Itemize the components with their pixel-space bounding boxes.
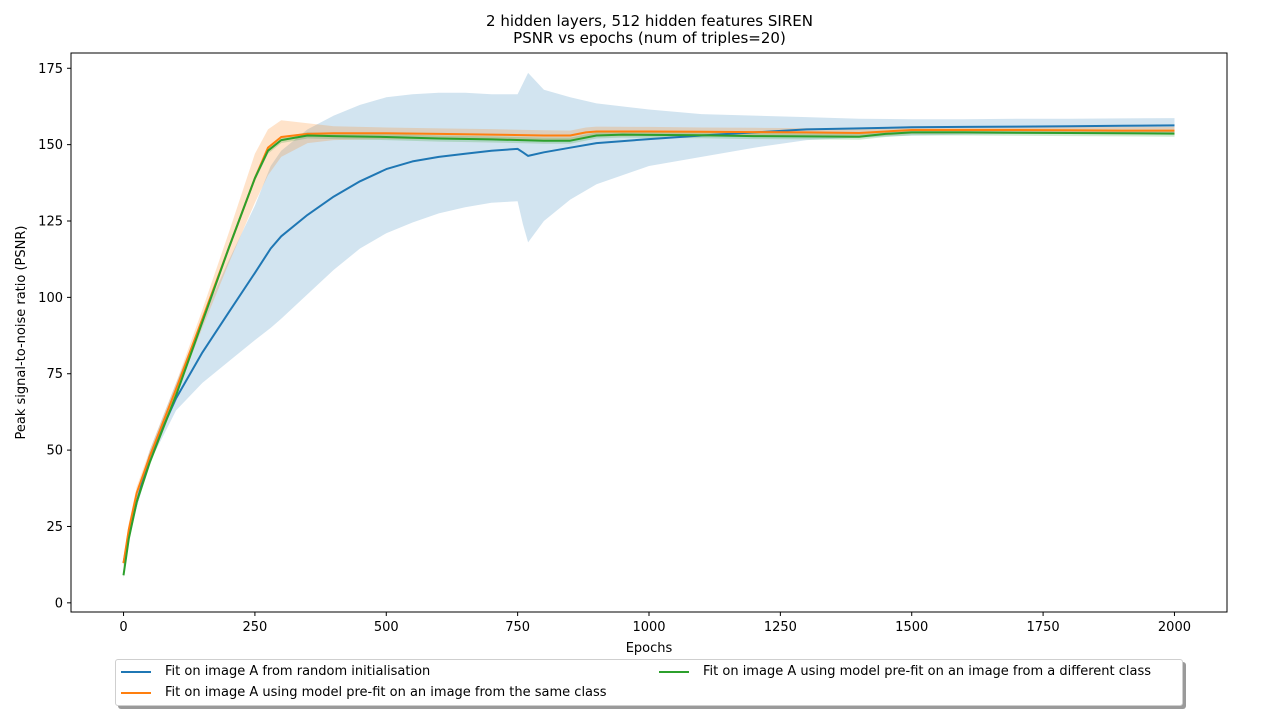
legend-swatch-random <box>121 670 151 673</box>
x-tick-label: 1000 <box>632 620 665 635</box>
x-tick-label: 750 <box>505 620 530 635</box>
x-tick-label: 500 <box>374 620 399 635</box>
legend-swatch-different-class <box>659 670 689 673</box>
x-tick-label: 1500 <box>895 620 928 635</box>
series-1-band <box>123 72 1175 567</box>
y-tick-label: 175 <box>38 62 63 77</box>
y-tick-label: 100 <box>38 291 63 306</box>
x-tick-label: 1250 <box>764 620 797 635</box>
legend-label: Fit on image A using model pre-fit on an… <box>165 685 607 700</box>
chart-subtitle: PSNR vs epochs (num of triples=20) <box>513 29 786 47</box>
legend-item: Fit on image A using model pre-fit on an… <box>116 685 607 700</box>
legend: Fit on image A from random initialisatio… <box>115 659 1183 706</box>
legend-label: Fit on image A from random initialisatio… <box>165 664 431 679</box>
y-tick-label: 75 <box>46 367 63 382</box>
y-axis-label: Peak signal-to-noise ratio (PSNR) <box>14 226 29 440</box>
legend-swatch-same-class <box>121 691 151 694</box>
y-tick-label: 125 <box>38 215 63 230</box>
series-3-line <box>122 131 1175 576</box>
legend-item: Fit on image A from random initialisatio… <box>116 664 430 679</box>
legend-item: Fit on image A using model pre-fit on an… <box>654 664 1151 679</box>
series-2-line <box>122 129 1175 564</box>
chart-title: 2 hidden layers, 512 hidden features SIR… <box>486 12 813 30</box>
legend-label: Fit on image A using model pre-fit on an… <box>703 664 1152 679</box>
y-tick-label: 50 <box>46 444 63 459</box>
x-tick-label: 1750 <box>1027 620 1060 635</box>
y-tick-label: 150 <box>38 138 63 153</box>
x-tick-label: 250 <box>242 620 267 635</box>
series-1-line <box>122 124 1175 564</box>
y-tick-label: 25 <box>46 520 63 535</box>
y-tick-label: 0 <box>55 596 63 611</box>
x-tick-label: 0 <box>119 620 127 635</box>
x-axis-label: Epochs <box>626 641 673 656</box>
x-tick-label: 2000 <box>1158 620 1191 635</box>
